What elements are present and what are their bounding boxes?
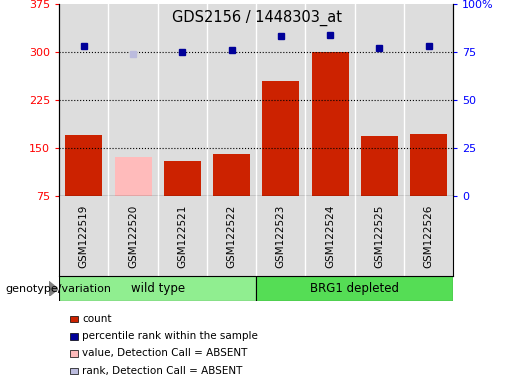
Bar (71, 350, 78, 357)
Bar (65, 135, 102, 196)
FancyBboxPatch shape (59, 276, 256, 301)
Bar (71, 316, 78, 323)
Bar (262, 81, 299, 196)
Text: GSM122521: GSM122521 (177, 204, 187, 268)
Text: GSM122522: GSM122522 (227, 204, 236, 268)
Text: value, Detection Call = ABSENT: value, Detection Call = ABSENT (82, 348, 248, 358)
Bar (410, 134, 447, 196)
Bar (312, 52, 349, 196)
Text: GSM122524: GSM122524 (325, 204, 335, 268)
Text: rank, Detection Call = ABSENT: rank, Detection Call = ABSENT (82, 366, 243, 376)
Bar (213, 154, 250, 196)
Text: GSM122526: GSM122526 (423, 204, 434, 268)
Text: GSM122520: GSM122520 (128, 205, 138, 268)
Text: BRG1 depleted: BRG1 depleted (310, 283, 399, 295)
Polygon shape (49, 281, 58, 296)
Text: GDS2156 / 1448303_at: GDS2156 / 1448303_at (173, 10, 342, 26)
Text: GSM122525: GSM122525 (374, 204, 384, 268)
Bar (71, 333, 78, 340)
Text: GSM122519: GSM122519 (79, 204, 89, 268)
Bar (361, 136, 398, 196)
Text: GSM122523: GSM122523 (276, 204, 286, 268)
Text: count: count (82, 314, 112, 324)
Bar (71, 367, 78, 374)
Bar (164, 161, 201, 196)
FancyBboxPatch shape (256, 276, 453, 301)
Text: genotype/variation: genotype/variation (5, 284, 111, 294)
Bar (115, 157, 151, 196)
Text: percentile rank within the sample: percentile rank within the sample (82, 331, 259, 341)
Text: wild type: wild type (131, 283, 185, 295)
